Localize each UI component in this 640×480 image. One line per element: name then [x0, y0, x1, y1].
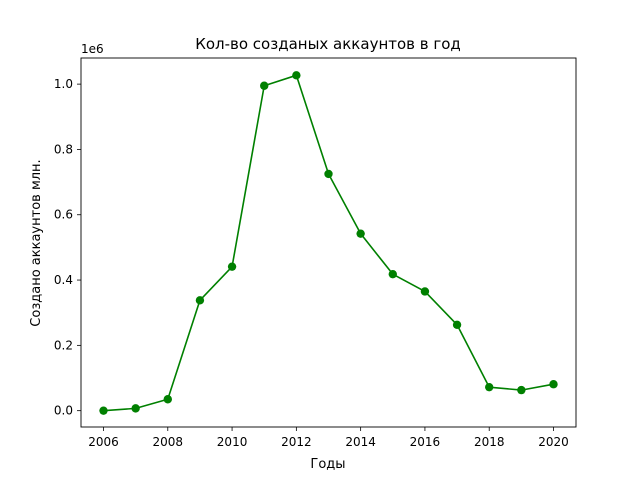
data-point	[131, 404, 140, 413]
data-point	[549, 380, 558, 389]
chart-title: Кол-во созданых аккаунтов в год	[195, 35, 461, 53]
data-point	[227, 262, 237, 271]
x-tick-label: 2008	[153, 435, 184, 449]
y-tick-label: 0.0	[54, 404, 73, 418]
data-point	[356, 229, 365, 238]
axes-frame	[80, 57, 577, 428]
data-point	[163, 395, 172, 404]
x-tick-label: 2016	[410, 435, 441, 449]
y-tick-label: 1.0	[54, 77, 73, 91]
x-tick-label: 2010	[217, 435, 248, 449]
data-point	[485, 382, 494, 392]
data-point	[388, 269, 397, 279]
data-point	[292, 71, 301, 80]
x-tick-label: 2012	[281, 435, 312, 449]
y-tick-label: 0.6	[54, 208, 73, 222]
x-tick-label: 2020	[538, 435, 569, 449]
x-axis-label: Годы	[310, 457, 345, 472]
y-tick-label: 0.2	[54, 338, 73, 352]
y-tick-label: 0.4	[54, 273, 73, 287]
x-tick-label: 2018	[474, 435, 505, 449]
plot-area: 2006 2008 2010 2012 2014 2016 2018 2020 0.0 0.2 0.…	[54, 57, 577, 449]
data-point	[260, 81, 269, 90]
data-point	[420, 287, 430, 296]
data-point	[195, 296, 205, 305]
x-tick-label: 2014	[345, 435, 376, 449]
data-point	[452, 320, 462, 329]
data-point	[324, 169, 333, 179]
y-axis-label: Создано аккаунтов млн.	[29, 159, 44, 326]
y-tick-label: 0.8	[54, 142, 73, 156]
x-tick-label: 2006	[88, 435, 119, 449]
data-point	[99, 406, 108, 415]
y-axis-offset-text: 1e6	[81, 42, 104, 56]
data-point	[517, 385, 526, 395]
